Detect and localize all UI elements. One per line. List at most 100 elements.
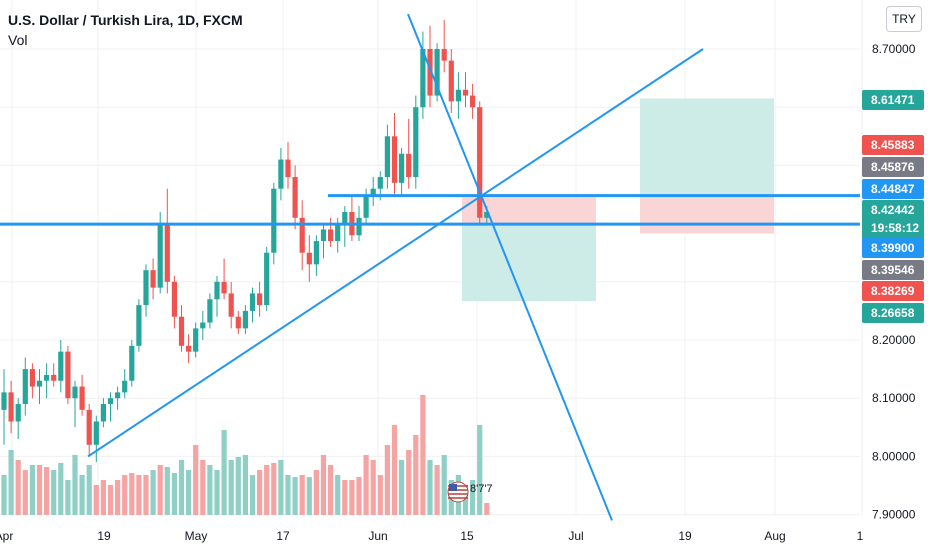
candle-body [129, 345, 135, 381]
volume-bar [235, 457, 241, 515]
volume-bar [79, 475, 85, 515]
volume-bar [363, 455, 369, 515]
volume-bar [136, 475, 142, 515]
event-countdown-text: 8'7'7 [470, 483, 493, 495]
volume-bar [207, 465, 213, 515]
stop-zone-right [640, 195, 774, 234]
candle-body [214, 281, 220, 300]
volume-bar [143, 475, 149, 515]
volume-bar [349, 480, 355, 515]
flag-canton [449, 484, 457, 491]
volume-bar [370, 460, 376, 515]
candle-body [299, 217, 305, 253]
volume-bar [299, 475, 305, 515]
volume-bar [178, 460, 185, 515]
volume-bar [115, 480, 121, 515]
time-axis-label: 1 [857, 529, 864, 543]
candle-body [384, 136, 390, 178]
time-axis-label: Aug [764, 529, 785, 543]
volume-bar [93, 485, 99, 515]
volume-bar [413, 435, 419, 515]
candle-body [44, 374, 50, 381]
volume-bar [399, 460, 405, 515]
volume-bars [1, 395, 490, 515]
candle-body [100, 404, 106, 422]
volume-indicator-label[interactable]: Vol [8, 32, 28, 48]
candle-body [328, 229, 334, 242]
candle-body [313, 241, 319, 265]
volume-bar [86, 465, 92, 515]
candle-body [257, 293, 263, 306]
price-tag: 8.44847 [862, 179, 924, 199]
candle-body [264, 252, 270, 306]
price-axis[interactable]: 8.70000 8.20000 8.10000 8.00000 7.90000 [872, 42, 916, 522]
chart-legend: U.S. Dollar / Turkish Lira, 1D, FXCM Vol [8, 10, 243, 50]
candle-body [370, 188, 376, 195]
candle-body [356, 217, 362, 236]
time-axis-label: Jun [368, 529, 387, 543]
volume-bar [420, 395, 426, 515]
time-axis-label: Apr [0, 529, 13, 543]
price-axis-label: 8.10000 [872, 391, 916, 405]
time-axis[interactable]: Apr 19 May 17 Jun 15 Jul 19 Aug 1 [0, 529, 864, 543]
price-tag-bg [862, 303, 924, 323]
volume-bar [100, 480, 106, 515]
volume-bar [278, 460, 284, 515]
volume-bar [214, 470, 220, 515]
volume-bar [328, 465, 334, 515]
volume-bar [171, 473, 177, 515]
candle-body [107, 398, 114, 405]
candle-body [363, 194, 369, 218]
candle-body [406, 153, 412, 178]
price-axis-label: 8.20000 [872, 333, 916, 347]
drawing-lines[interactable] [0, 13, 860, 521]
volume-bar [29, 465, 35, 515]
volume-bar [65, 480, 71, 515]
currency-badge[interactable]: TRY [886, 6, 922, 32]
volume-bar [377, 475, 383, 515]
candle-body [186, 345, 192, 352]
candle-body [242, 310, 248, 329]
volume-bar [264, 465, 270, 515]
price-tag-bg [862, 200, 924, 240]
price-tag-bg [862, 157, 924, 177]
time-axis-label: Jul [568, 529, 583, 543]
time-axis-label: 19 [678, 529, 692, 543]
candle-body [470, 95, 476, 108]
volume-bar [157, 465, 163, 515]
price-tag-bg [862, 90, 924, 110]
candle-body [320, 229, 327, 242]
volume-bar [186, 470, 192, 515]
volume-bar [406, 450, 412, 515]
volume-bar [107, 485, 114, 515]
candle-body [228, 293, 234, 317]
candle-body [399, 153, 405, 183]
price-tag-label: 8.26658 [871, 306, 915, 320]
candle-body [455, 89, 461, 102]
price-tag-bg [862, 238, 924, 258]
candles [1, 19, 490, 463]
volume-bar [150, 470, 156, 515]
volume-bar [306, 477, 312, 515]
volume-bar [221, 430, 227, 515]
volume-bar [44, 467, 50, 515]
candle-body [178, 316, 185, 346]
volume-bar [477, 425, 483, 515]
candle-body [462, 89, 469, 96]
grid [0, 0, 863, 516]
price-tag: 8.39900 [862, 238, 924, 258]
volume-bar [462, 485, 469, 515]
price-tag-bg [862, 281, 924, 301]
price-tag: 8.45876 [862, 157, 924, 177]
candle-body [136, 305, 142, 346]
candle-body [93, 421, 99, 445]
price-tag-label: 8.39900 [871, 241, 915, 255]
time-axis-label: 19 [97, 529, 111, 543]
falling-trendline [407, 13, 613, 521]
candle-body [441, 49, 447, 61]
candle-body [484, 211, 490, 218]
volume-bar [129, 473, 135, 515]
event-marker[interactable]: 8'7'7 [447, 481, 493, 503]
